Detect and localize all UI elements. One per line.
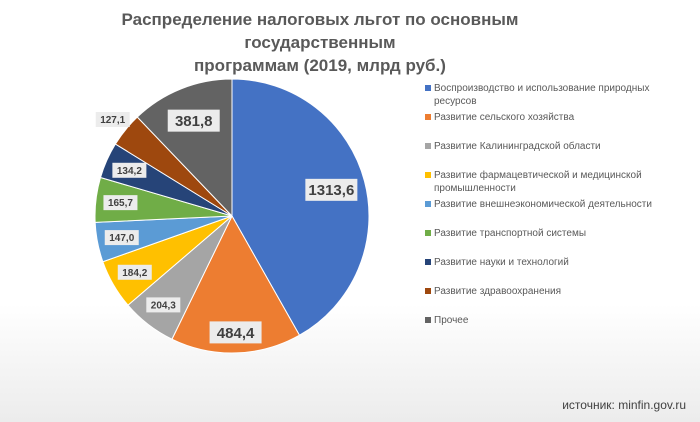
legend-label: Развитие сельского хозяйства [434,112,575,123]
pie-chart: 1313,6 484,4 204,3 184,2 147,0 165,7 134,2 127,… [94,78,370,354]
data-label-box [104,230,139,246]
legend-label: Воспроизводство и использование природны… [434,83,650,107]
data-label-text: 127,1 [100,115,125,126]
legend-label: Прочее [434,315,469,326]
legend-swatch [425,259,431,265]
data-label-text: 204,3 [151,300,176,311]
legend-label: Развитие науки и технологий [434,257,569,268]
legend-label: Развитие фармацевтической и медицинской … [434,170,642,194]
data-label-text: 381,8 [175,113,213,130]
legend-item: Развитие науки и технологий [425,256,684,269]
data-label-box [209,321,262,344]
data-label-box [95,111,130,127]
legend-swatch [425,172,431,178]
legend-item: Развитие транспортной системы [425,227,684,240]
legend-label: Развитие внешнеэкономической деятельност… [434,199,652,210]
legend-label: Развитие транспортной системы [434,228,587,239]
chart-title-line-2: программам (2019, млрд руб.) [194,56,446,75]
data-label: 204,3 [146,297,181,313]
legend-swatch [425,201,431,207]
data-label-text: 1313,6 [308,182,354,199]
data-label-text: 165,7 [108,198,133,209]
legend-swatch [425,288,431,294]
pie-slice [171,214,301,354]
pie-slice [231,78,370,336]
data-label-text: 147,0 [109,233,134,244]
data-label-box [146,297,181,313]
data-label: 184,2 [117,264,152,280]
data-label-box [117,264,152,280]
legend-swatch [425,85,431,91]
legend-item: Развитие здравоохранения [425,285,684,298]
data-label-box [112,162,147,178]
data-label: 147,0 [104,230,139,246]
data-label-text: 484,4 [217,325,255,342]
data-label-box [103,195,138,211]
data-label: 134,2 [112,162,147,178]
data-label-box [305,178,358,201]
data-label: 165,7 [103,195,138,211]
legend-swatch [425,114,431,120]
legend-swatch [425,317,431,323]
legend-item: Развитие фармацевтической и медицинской … [425,169,684,195]
data-label: 1313,6 [305,178,358,201]
data-label: 484,4 [209,321,262,344]
chart-title-line-1: Распределение налоговых льгот по основны… [121,10,519,52]
legend-item: Воспроизводство и использование природны… [425,82,684,108]
data-label: 127,1 [95,111,130,127]
legend-swatch [425,230,431,236]
data-label-box [167,109,220,132]
legend-item: Развитие Калининградской области [425,140,684,153]
legend-item: Прочее [425,314,684,327]
legend-swatch [425,143,431,149]
legend-item: Развитие внешнеэкономической деятельност… [425,198,684,211]
legend-label: Развитие Калининградской области [434,141,601,152]
chart-title: Распределение налоговых льгот по основны… [60,8,580,77]
legend-item: Развитие сельского хозяйства [425,111,684,124]
legend-label: Развитие здравоохранения [434,286,562,297]
source-note: источник: minfin.gov.ru [562,398,686,412]
data-label-text: 184,2 [122,268,147,279]
data-label-text: 134,2 [117,166,142,177]
data-label: 381,8 [167,109,220,132]
